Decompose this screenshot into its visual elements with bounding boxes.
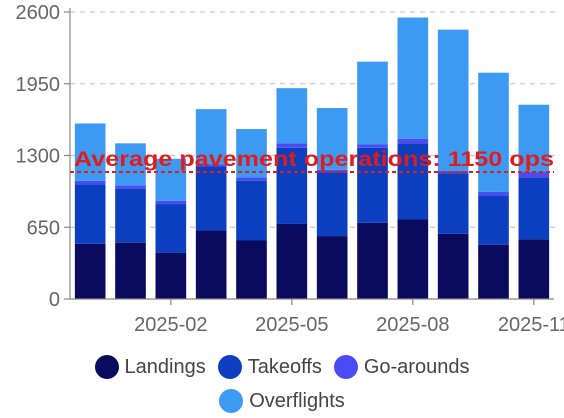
- x-tick-label: 2025-11: [498, 314, 564, 336]
- grid-lines: [70, 11, 558, 228]
- legend-row: Landings Takeoffs Go-arounds: [0, 350, 564, 384]
- bar-takeoffs: [478, 195, 509, 245]
- bar-go-arounds: [115, 185, 146, 189]
- bar-landings: [195, 230, 227, 299]
- bar-go-arounds: [357, 144, 388, 148]
- legend: Landings Takeoffs Go-arounds Overflights: [0, 350, 564, 418]
- bar-landings: [276, 223, 308, 299]
- bar-takeoffs: [195, 166, 227, 231]
- bar-landings: [316, 236, 348, 299]
- y-tick-label: 1950: [16, 74, 61, 96]
- bar-takeoffs: [316, 172, 348, 237]
- axes: 0 650 1300 1950 2600 2025-02 2025-05 2025-08 202…: [16, 2, 564, 336]
- bar-overflights: [397, 17, 429, 139]
- bar-go-arounds: [437, 170, 469, 174]
- bar-go-arounds: [74, 180, 106, 185]
- bar-landings: [155, 252, 187, 299]
- bar-takeoffs: [397, 143, 429, 220]
- bar-takeoffs: [357, 147, 388, 223]
- bar-overflights: [316, 108, 348, 170]
- bar-overflights: [518, 104, 550, 173]
- bar-takeoffs: [518, 177, 550, 240]
- y-tick-label: 2600: [16, 2, 61, 24]
- bar-landings: [236, 240, 267, 299]
- legend-row: Overflights: [0, 384, 564, 418]
- bar-overflights: [115, 143, 146, 186]
- bar-takeoffs: [155, 204, 187, 253]
- y-tick-label: 650: [27, 217, 60, 239]
- bar-overflights: [357, 61, 388, 145]
- bar-takeoffs: [437, 173, 469, 234]
- bar-landings: [74, 243, 106, 299]
- bar-landings: [437, 233, 469, 299]
- bar-go-arounds: [195, 164, 227, 167]
- bar-landings: [518, 239, 550, 299]
- bar-go-arounds: [397, 138, 429, 144]
- bar-overflights: [155, 158, 187, 201]
- bar-takeoffs: [276, 147, 308, 224]
- bar-go-arounds: [155, 200, 187, 205]
- bar-go-arounds: [236, 177, 267, 181]
- x-tick-label: 2025-08: [376, 314, 449, 336]
- bar-takeoffs: [115, 188, 146, 243]
- x-tick-label: 2025-05: [255, 314, 328, 336]
- bar-landings: [478, 244, 509, 299]
- y-tick-label: 1300: [16, 146, 61, 168]
- bar-overflights: [276, 88, 308, 144]
- reference-line-group: Average pavement operations: 1150 ops: [70, 148, 554, 174]
- bar-landings: [397, 219, 429, 299]
- legend-swatch: [94, 355, 119, 379]
- bar-go-arounds: [276, 143, 308, 148]
- legend-label: Go-arounds: [363, 355, 470, 378]
- bar-overflights: [478, 72, 509, 192]
- legend-item[interactable]: Takeoffs: [217, 355, 322, 379]
- bar-landings: [357, 222, 388, 299]
- bar-takeoffs: [236, 180, 267, 241]
- legend-swatch: [217, 355, 242, 379]
- reference-line-label: Average pavement operations: 1150 ops: [74, 148, 554, 171]
- y-tick-label: 0: [49, 289, 60, 311]
- legend-item[interactable]: Overflights: [219, 389, 345, 413]
- legend-item[interactable]: Go-arounds: [333, 355, 470, 379]
- x-tick-label: 2025-02: [134, 314, 207, 336]
- bar-go-arounds: [478, 191, 509, 196]
- legend-swatch: [219, 389, 244, 413]
- bar-go-arounds: [316, 169, 348, 173]
- legend-label: Landings: [124, 355, 206, 378]
- legend-swatch: [333, 355, 358, 379]
- bar-landings: [115, 242, 146, 299]
- bar-go-arounds: [518, 172, 550, 178]
- bar-overflights: [437, 29, 469, 171]
- legend-item[interactable]: Landings: [94, 355, 206, 379]
- bar-takeoffs: [74, 184, 106, 244]
- bar-overflights: [195, 109, 227, 165]
- stacked-bar-chart: 0 650 1300 1950 2600 2025-02 2025-05 2025-08 202…: [16, 2, 564, 336]
- bar-overflights: [236, 129, 267, 178]
- legend-label: Takeoffs: [247, 355, 322, 378]
- legend-label: Overflights: [249, 389, 345, 412]
